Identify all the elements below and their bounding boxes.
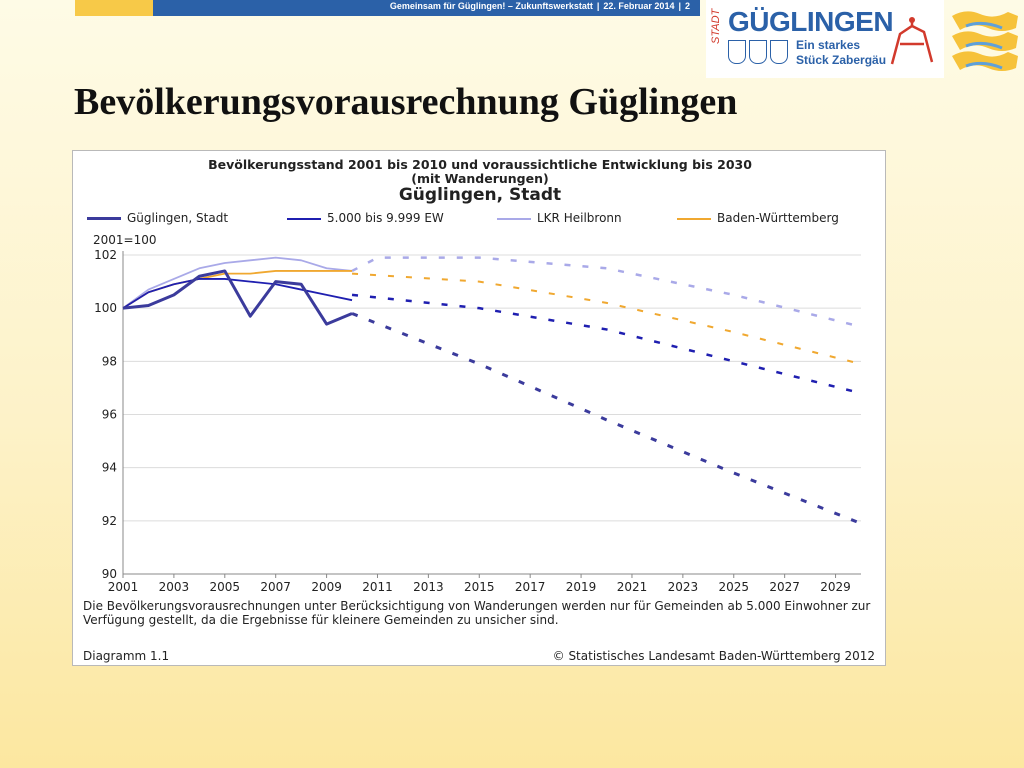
series-projection-bw	[351, 272, 862, 365]
logo-stadt-label: STADT	[710, 8, 722, 44]
logo-tagline-2: Stück Zabergäu	[796, 53, 887, 67]
source-note: © Statistisches Landesamt Baden-Württemb…	[552, 649, 875, 663]
header-text: Gemeinsam für Güglingen! – Zukunftswerks…	[389, 1, 690, 11]
y-axis-label: 2001=100	[93, 233, 157, 247]
x-tick-label: 2009	[311, 580, 342, 594]
x-tick-label: 2003	[159, 580, 190, 594]
logo-tagline-1: Ein starkes	[796, 38, 861, 52]
x-tick-label: 2025	[718, 580, 749, 594]
legend-item-ew: 5.000 bis 9.999 EW	[287, 211, 444, 225]
x-tick-label: 2007	[260, 580, 291, 594]
x-tick-label: 2015	[464, 580, 495, 594]
chart-subtitle: (mit Wanderungen)	[411, 171, 549, 186]
series-line-lkr	[122, 256, 353, 309]
legend-swatch-gueglingen	[87, 217, 121, 220]
header-bar: Gemeinsam für Güglingen! – Zukunftswerks…	[0, 0, 700, 16]
line-chart: 90 92 94 96 98 100 102 2001 2003 2005 2007 2009 2011…	[94, 248, 862, 594]
legend-label-bw: Baden-Württemberg	[717, 211, 839, 225]
series-projection-lkr	[351, 256, 862, 328]
header-date: 22. Februar 2014	[603, 1, 675, 11]
series-line-ew	[122, 278, 353, 309]
x-tick-label: 2021	[617, 580, 648, 594]
series-projection-ew	[351, 293, 862, 395]
slide-title: Bevölkerungsvorausrechnung Güglingen	[74, 81, 738, 123]
chart-title: Bevölkerungsstand 2001 bis 2010 und vora…	[208, 157, 752, 172]
legend-swatch-lkr	[497, 217, 531, 220]
legend-item-bw: Baden-Württemberg	[677, 211, 839, 225]
header-event: Gemeinsam für Güglingen! – Zukunftswerks…	[389, 1, 593, 11]
x-tick-label: 2013	[413, 580, 444, 594]
header-page-number: 2	[684, 1, 690, 11]
legend-label-ew: 5.000 bis 9.999 EW	[327, 211, 444, 225]
x-tick-label: 2027	[769, 580, 800, 594]
legend-item-gueglingen: Güglingen, Stadt	[87, 211, 228, 225]
x-tick-label: 2011	[362, 580, 393, 594]
chart-panel: Bevölkerungsstand 2001 bis 2010 und vora…	[72, 150, 886, 666]
legend-item-lkr: LKR Heilbronn	[497, 211, 622, 225]
y-tick-label: 90	[102, 567, 117, 581]
series-line-gueglingen	[122, 269, 353, 326]
series-projection-gueglingen	[351, 312, 862, 525]
diagram-label: Diagramm 1.1	[83, 649, 170, 663]
x-tick-label: 2023	[668, 580, 699, 594]
y-tick-label: 94	[102, 461, 117, 475]
x-tick-label: 2005	[210, 580, 241, 594]
y-tick-label: 102	[94, 248, 117, 262]
x-tick-label: 2001	[108, 580, 139, 594]
header-accent-yellow	[75, 0, 153, 16]
logo-knight-icon	[890, 17, 934, 65]
legend-swatch-ew	[287, 217, 321, 220]
state-lion-icon	[952, 11, 1018, 71]
y-tick-label: 98	[102, 354, 117, 368]
x-tick-label: 2029	[820, 580, 851, 594]
header-accent-blue: Gemeinsam für Güglingen! – Zukunftswerks…	[153, 0, 700, 16]
legend-label-lkr: LKR Heilbronn	[537, 211, 622, 225]
y-tick-label: 100	[94, 301, 117, 315]
x-tick-label: 2017	[515, 580, 546, 594]
logo-crests-icon	[728, 40, 791, 69]
y-tick-label: 92	[102, 514, 117, 528]
chart-location-title: Güglingen, Stadt	[398, 185, 562, 205]
x-tick-label: 2019	[566, 580, 597, 594]
y-tick-label: 96	[102, 408, 117, 422]
city-logo: STADT GÜGLINGEN Ein starkes Stück Zaberg…	[706, 0, 944, 78]
legend-label-gueglingen: Güglingen, Stadt	[127, 211, 229, 225]
logo-city-name: GÜGLINGEN	[728, 6, 894, 37]
legend-swatch-bw	[677, 217, 711, 220]
chart-footnote: Die Bevölkerungsvorausrechnungen unter B…	[83, 599, 871, 627]
